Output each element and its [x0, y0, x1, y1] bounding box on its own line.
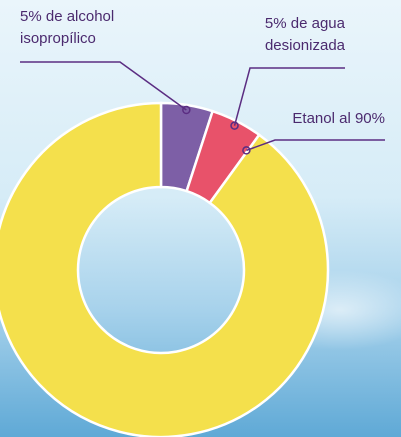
donut-segment — [0, 101, 330, 437]
leader-dot — [242, 146, 251, 155]
category-label: 5% de agua desionizada — [264, 15, 345, 54]
leader-line — [20, 61, 187, 111]
category-label: 5% de alcohol isopropílico — [20, 8, 115, 47]
leader-line — [233, 67, 345, 126]
leader-line — [246, 139, 385, 152]
leader-dot — [182, 105, 191, 115]
category-label: Etanol al 90% — [292, 110, 385, 127]
leader-dot — [230, 121, 239, 130]
